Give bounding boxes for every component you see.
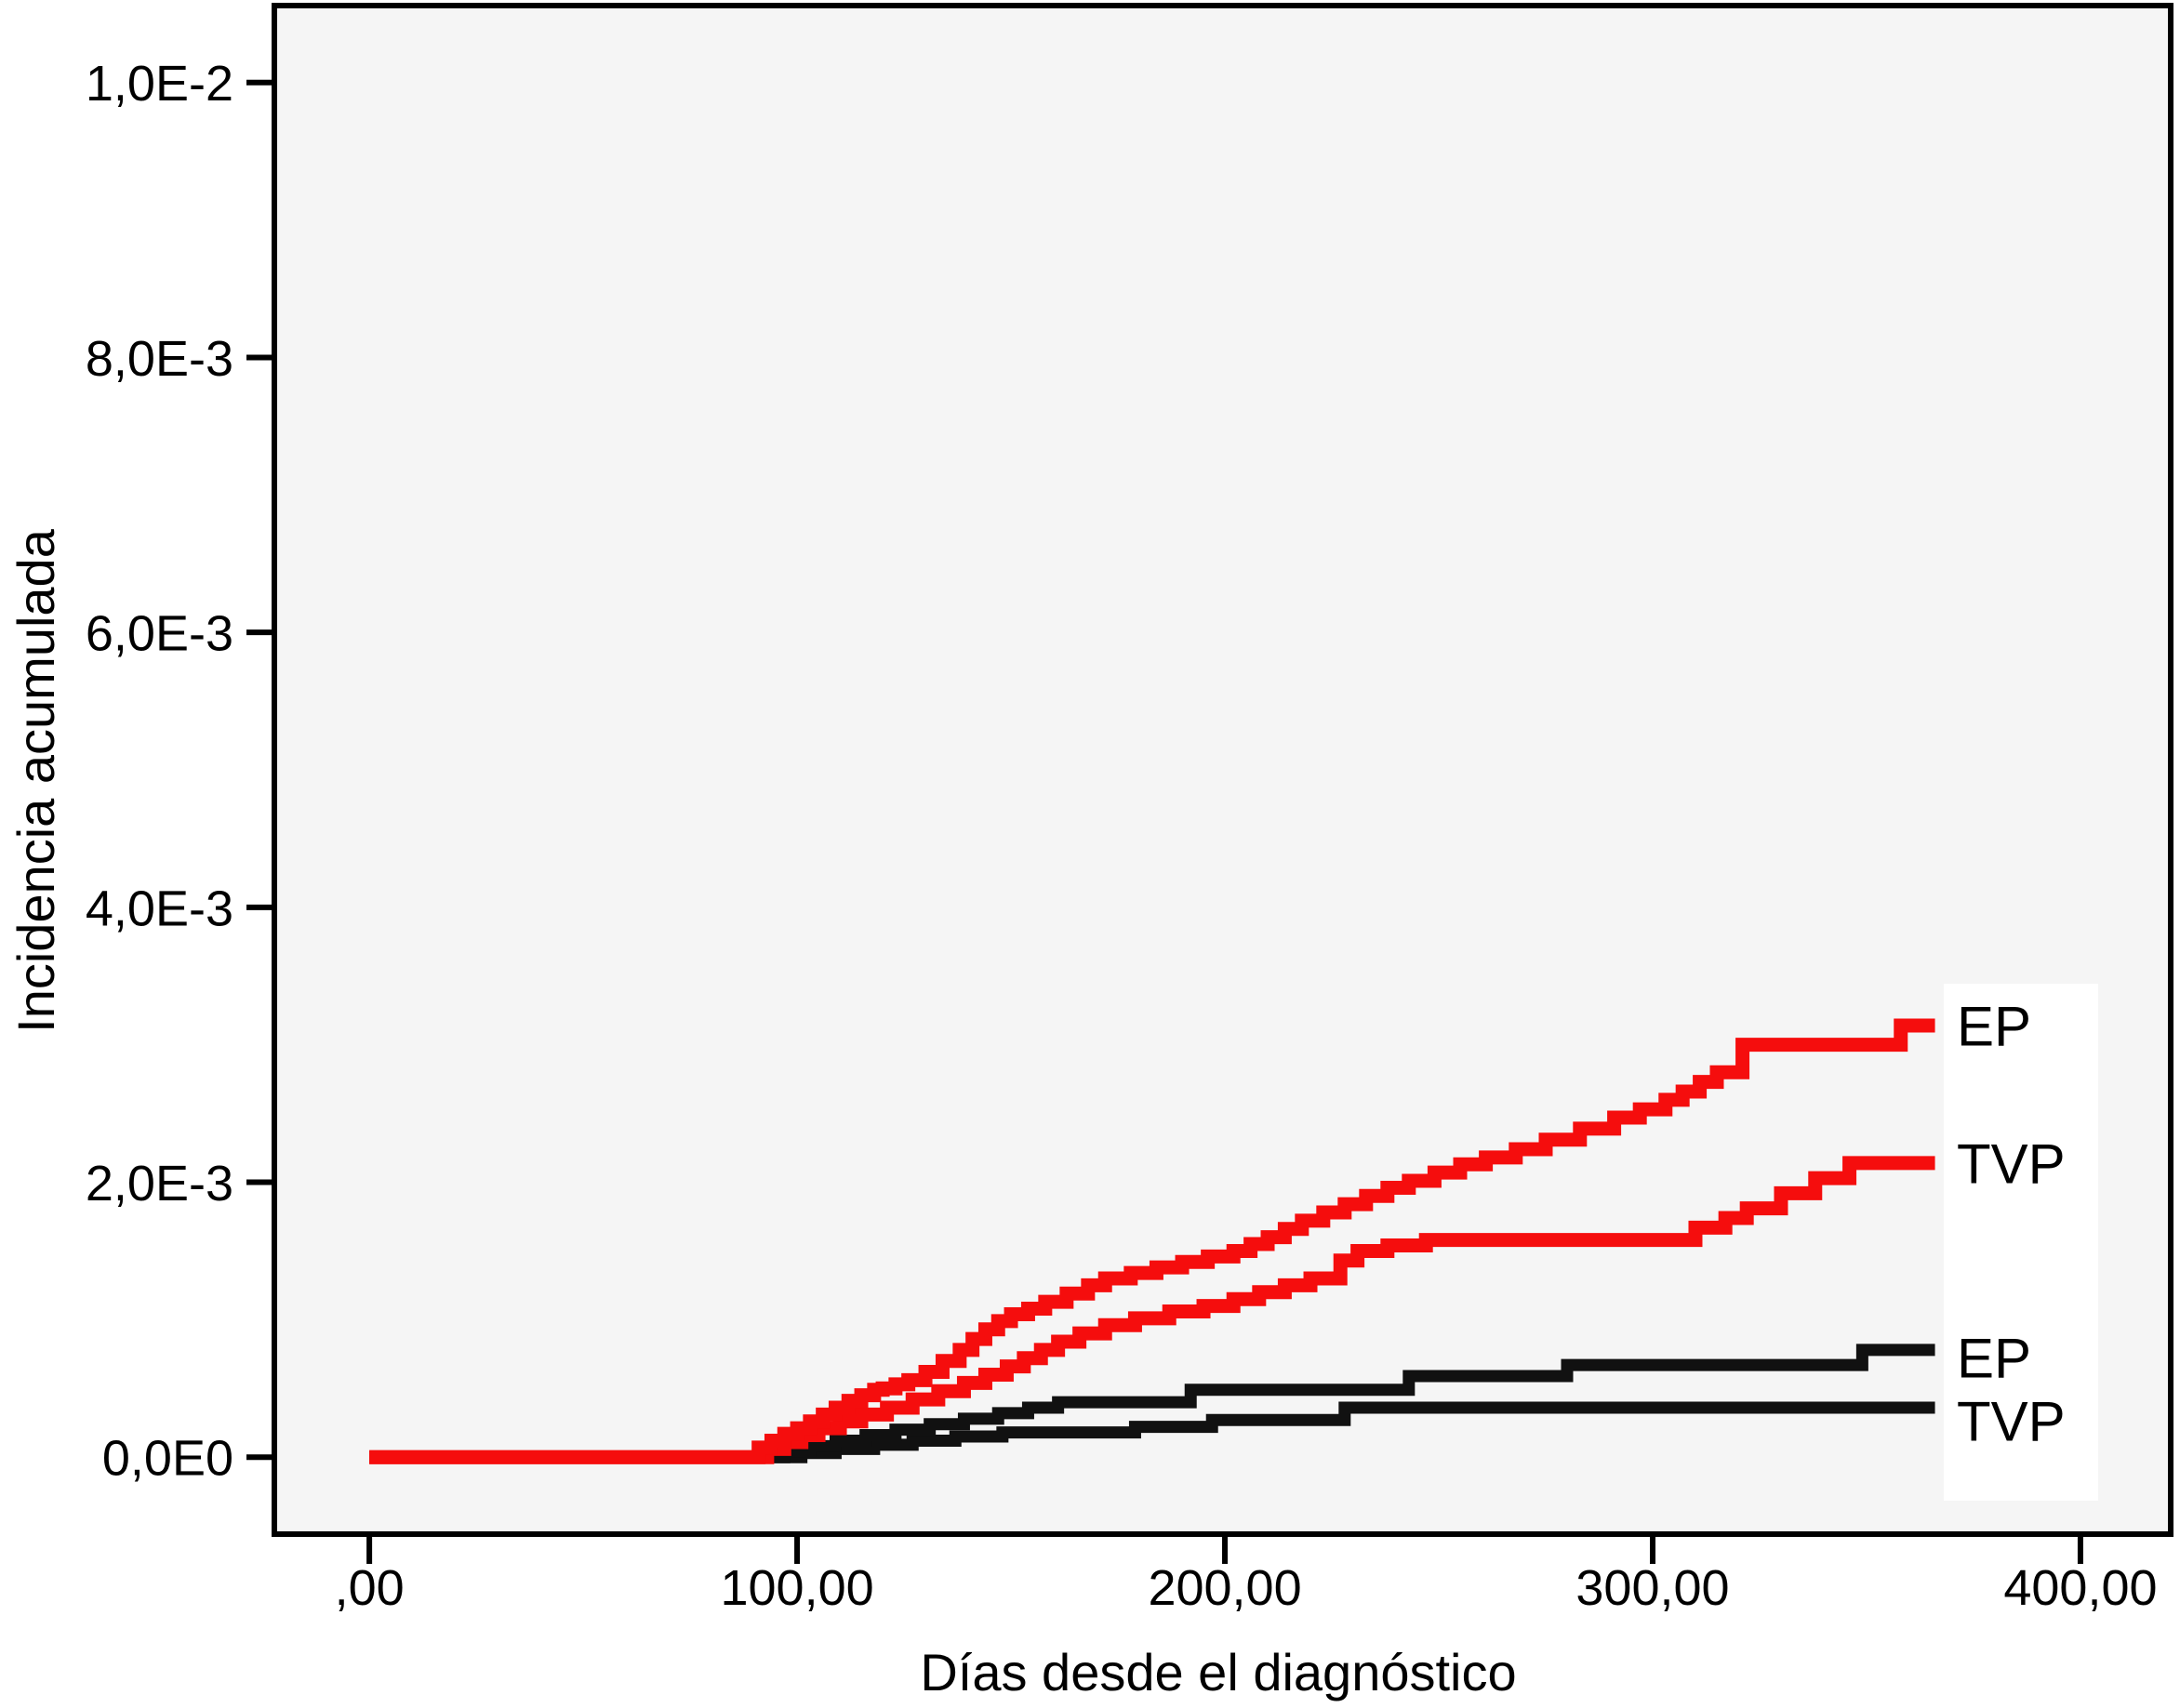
series-label-box <box>1944 984 2098 1501</box>
x-tick-label: 100,00 <box>720 1560 873 1616</box>
plot-border <box>272 3 2173 1537</box>
series-label-tvp-3: TVP <box>1957 1391 2066 1453</box>
y-tick-label: 6,0E-3 <box>86 606 233 662</box>
series-label-ep-0: EP <box>1957 996 2031 1058</box>
curve-ep-0 <box>369 1018 1935 1464</box>
curve-tvp-1 <box>369 1156 1935 1464</box>
series-label-ep-2: EP <box>1957 1327 2031 1389</box>
curve-ep-2 <box>369 1344 1935 1463</box>
axis-ticks-layer: 0,0E0 2,0E-3 4,0E-3 6,0E-3 8,0E-3 1,0E-2 ,00 10… <box>86 56 2158 1616</box>
y-tick-label: 8,0E-3 <box>86 331 233 387</box>
y-tick-label: 4,0E-3 <box>86 880 233 936</box>
curves-layer <box>369 1018 1935 1464</box>
y-tick-label: 1,0E-2 <box>86 56 233 112</box>
y-tick-label: 2,0E-3 <box>86 1156 233 1211</box>
x-axis-title: Días desde el diagnóstico <box>920 1643 1516 1701</box>
series-label-tvp-1: TVP <box>1957 1132 2066 1195</box>
x-tick-label: 200,00 <box>1148 1560 1301 1616</box>
x-tick-label: ,00 <box>335 1560 405 1616</box>
y-axis-title: Incidencia acumulada <box>7 528 65 1033</box>
y-tick-label: 0,0E0 <box>102 1431 233 1487</box>
plot-background <box>274 6 2171 1534</box>
x-tick-label: 400,00 <box>2003 1560 2157 1616</box>
x-tick-label: 300,00 <box>1575 1560 1729 1616</box>
